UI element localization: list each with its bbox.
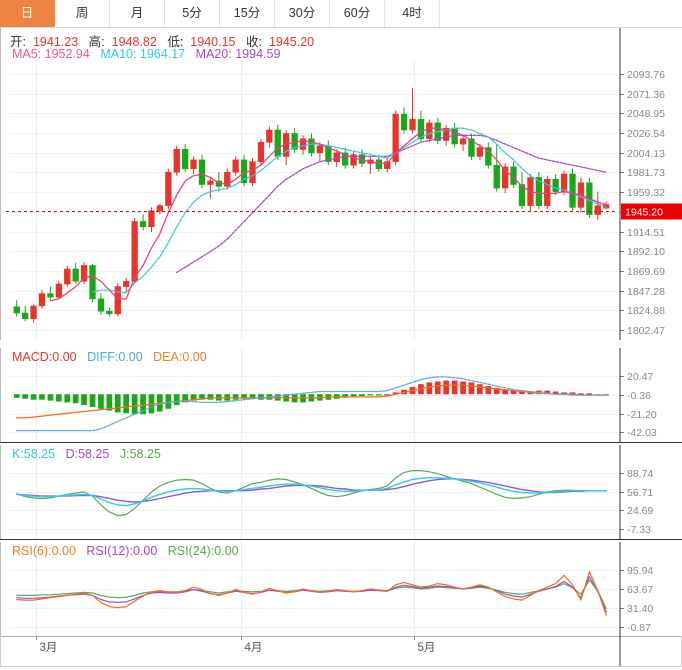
rsi-panel: RSI(6):0.00 RSI(12):0.00 RSI(24):0.00 95… (0, 542, 682, 668)
price-panel: 开: 1941.23 高: 1948.82 低: 1940.15 收: 1945.20 … (0, 28, 682, 348)
svg-text:88.74: 88.74 (627, 468, 653, 480)
tab-15min[interactable]: 15分 (220, 0, 275, 27)
svg-text:2004.13: 2004.13 (627, 148, 665, 160)
chart-area: 开: 1941.23 高: 1948.82 低: 1940.15 收: 1945.20 … (0, 28, 682, 670)
svg-text:-0.87: -0.87 (627, 622, 651, 634)
macd-legend: MACD:0.00 DIFF:0.00 DEA:0.00 (12, 350, 214, 364)
tab-30min[interactable]: 30分 (275, 0, 330, 27)
tab-60min[interactable]: 60分 (330, 0, 385, 27)
rsi6-value: RSI(6):0.00 (12, 544, 76, 558)
svg-text:63.67: 63.67 (627, 584, 653, 596)
tab-5min[interactable]: 5分 (165, 0, 220, 27)
open-value: 1941.23 (32, 35, 79, 49)
tab-week-label: 周 (75, 6, 89, 20)
svg-text:1959.32: 1959.32 (627, 187, 665, 199)
svg-text:95.94: 95.94 (627, 565, 653, 577)
tab-4hour[interactable]: 4时 (385, 0, 440, 27)
diff-value: DIFF:0.00 (87, 350, 143, 364)
svg-text:31.40: 31.40 (627, 603, 653, 615)
svg-text:2071.36: 2071.36 (627, 89, 665, 101)
kdj-plot[interactable]: 88.74 56.71 24.69 -7.33 (0, 445, 682, 542)
rsi24-value: RSI(24):0.00 (167, 544, 239, 558)
ma10-legend: MA10: 1964.17 (100, 47, 186, 61)
ma-legend: MA5: 1952.94 MA10: 1964.17 MA20: 1994.59 (12, 47, 287, 61)
svg-text:1914.51: 1914.51 (627, 227, 665, 239)
macd-panel: MACD:0.00 DIFF:0.00 DEA:0.00 20.47 -0.36 -… (0, 348, 682, 445)
svg-text:-7.33: -7.33 (627, 524, 651, 536)
tab-4hour-label: 4时 (402, 6, 422, 20)
svg-text:1892.10: 1892.10 (627, 246, 665, 258)
svg-text:20.47: 20.47 (627, 371, 653, 383)
j-value: J:58.25 (119, 447, 161, 461)
tab-60min-label: 60分 (343, 6, 371, 20)
svg-text:-0.36: -0.36 (627, 390, 651, 402)
close-value: 1945.20 (268, 35, 315, 49)
ma20-legend: MA20: 1994.59 (195, 47, 281, 61)
k-value: K:58.25 (12, 447, 56, 461)
price-plot[interactable]: 2093.76 2071.36 2048.95 2026.54 2004.13 1981.… (0, 28, 682, 348)
svg-text:1945.20: 1945.20 (625, 207, 663, 219)
open-label: 开: (10, 35, 26, 49)
timeframe-tabbar[interactable]: 日 周 月 5分 15分 30分 60分 4时 (0, 0, 682, 28)
svg-text:1824.88: 1824.88 (627, 305, 665, 317)
svg-text:4月: 4月 (245, 642, 263, 654)
low-label: 低: (167, 35, 184, 49)
tab-month[interactable]: 月 (110, 0, 165, 27)
dea-value: DEA:0.00 (153, 350, 207, 364)
tab-5min-label: 5分 (182, 6, 202, 20)
svg-text:1847.28: 1847.28 (627, 286, 665, 298)
svg-text:2093.76: 2093.76 (627, 69, 665, 81)
svg-text:24.69: 24.69 (627, 505, 653, 517)
price-legend: 开: 1941.23 高: 1948.82 低: 1940.15 收: 1945.20 (10, 31, 321, 50)
svg-text:1981.73: 1981.73 (627, 167, 665, 179)
macd-value: MACD:0.00 (12, 350, 77, 364)
tab-30min-label: 30分 (288, 6, 316, 20)
svg-text:-42.03: -42.03 (627, 427, 657, 439)
kdj-legend: K:58.25 D:58.25 J:58.25 (12, 447, 168, 461)
svg-text:1869.69: 1869.69 (627, 266, 665, 278)
tab-15min-label: 15分 (233, 6, 261, 20)
svg-text:2048.95: 2048.95 (627, 108, 665, 120)
tab-day[interactable]: 日 (0, 0, 55, 27)
rsi-legend: RSI(6):0.00 RSI(12):0.00 RSI(24):0.00 (12, 544, 246, 558)
rsi-plot[interactable]: 95.94 63.67 31.40 -0.87 3月 4月 5月 (0, 542, 682, 668)
close-label: 收: (245, 35, 262, 49)
d-value: D:58.25 (65, 447, 110, 461)
kdj-panel: K:58.25 D:58.25 J:58.25 88.74 56.71 24.69 -… (0, 445, 682, 542)
high-label: 高: (88, 35, 105, 49)
svg-text:5月: 5月 (418, 642, 436, 654)
tab-day-label: 日 (20, 6, 34, 20)
macd-plot[interactable]: 20.47 -0.36 -21.20 -42.03 (0, 348, 682, 445)
svg-text:2026.54: 2026.54 (627, 128, 665, 140)
ma5-legend: MA5: 1952.94 (12, 47, 90, 61)
svg-text:-21.20: -21.20 (627, 409, 657, 421)
tab-week[interactable]: 周 (55, 0, 110, 27)
low-value: 1940.15 (190, 35, 236, 49)
high-value: 1948.82 (111, 35, 157, 49)
svg-text:1802.47: 1802.47 (627, 325, 665, 337)
svg-text:3月: 3月 (40, 642, 58, 654)
rsi12-value: RSI(12):0.00 (86, 544, 158, 558)
tab-month-label: 月 (130, 6, 144, 20)
svg-text:56.71: 56.71 (627, 487, 653, 499)
tabbar-spacer (440, 0, 682, 27)
